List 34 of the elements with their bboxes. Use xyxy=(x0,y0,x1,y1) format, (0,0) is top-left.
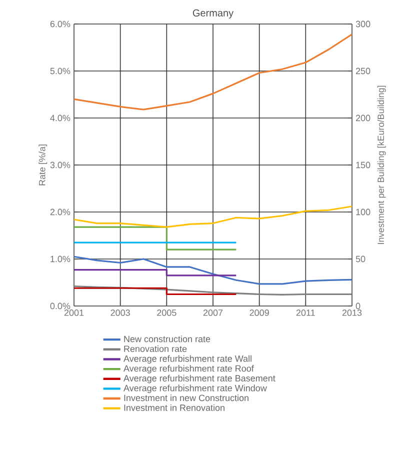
y-tick-label: 4.0% xyxy=(50,114,70,122)
y2-axis-title: Investment per Building [kEuro/Building] xyxy=(377,86,386,244)
legend-label: Renovation rate xyxy=(124,345,187,352)
legend-label: Investment in Renovation xyxy=(124,404,224,411)
x-tick-label: 2009 xyxy=(250,310,269,316)
y2-tick-label: 50 xyxy=(356,256,366,262)
y-tick-label: 1.0% xyxy=(50,256,70,262)
chart-title: Germany xyxy=(192,9,234,18)
x-tick-label: 2013 xyxy=(342,310,362,316)
y2-tick-label: 0 xyxy=(356,302,360,310)
x-tick-label: 2011 xyxy=(296,310,315,316)
y-tick-label: 3.0% xyxy=(50,162,70,168)
x-tick-label: 2001 xyxy=(64,310,84,316)
x-tick-label: 2007 xyxy=(203,310,223,316)
line-series xyxy=(74,206,352,228)
y-tick-label: 5.0% xyxy=(50,68,70,74)
y-tick-label: 6.0% xyxy=(50,20,70,28)
x-tick-label: 2003 xyxy=(110,310,130,316)
y2-tick-label: 200 xyxy=(356,114,370,122)
legend-label: Average refurbishment rate Roof xyxy=(124,365,254,374)
legend-label: Investment in new Construction xyxy=(124,394,248,402)
y2-tick-label: 150 xyxy=(356,162,370,168)
line-series xyxy=(74,256,352,285)
y2-tick-label: 100 xyxy=(356,208,370,216)
legend-label: Average refurbishment rate Window xyxy=(124,384,267,394)
y-axis-title: Rate [%/a] xyxy=(38,144,48,186)
legend-label: Average refurbishment rate Basement xyxy=(124,374,276,384)
y-tick-label: 0.0% xyxy=(50,302,70,310)
y-tick-label: 2.0% xyxy=(50,208,70,216)
y2-tick-label: 300 xyxy=(356,20,370,28)
legend-label: Average refurbishment rate Wall xyxy=(124,355,252,364)
x-tick-label: 2005 xyxy=(157,310,176,316)
y2-tick-label: 250 xyxy=(356,68,370,74)
legend-label: New construction rate xyxy=(124,336,210,342)
